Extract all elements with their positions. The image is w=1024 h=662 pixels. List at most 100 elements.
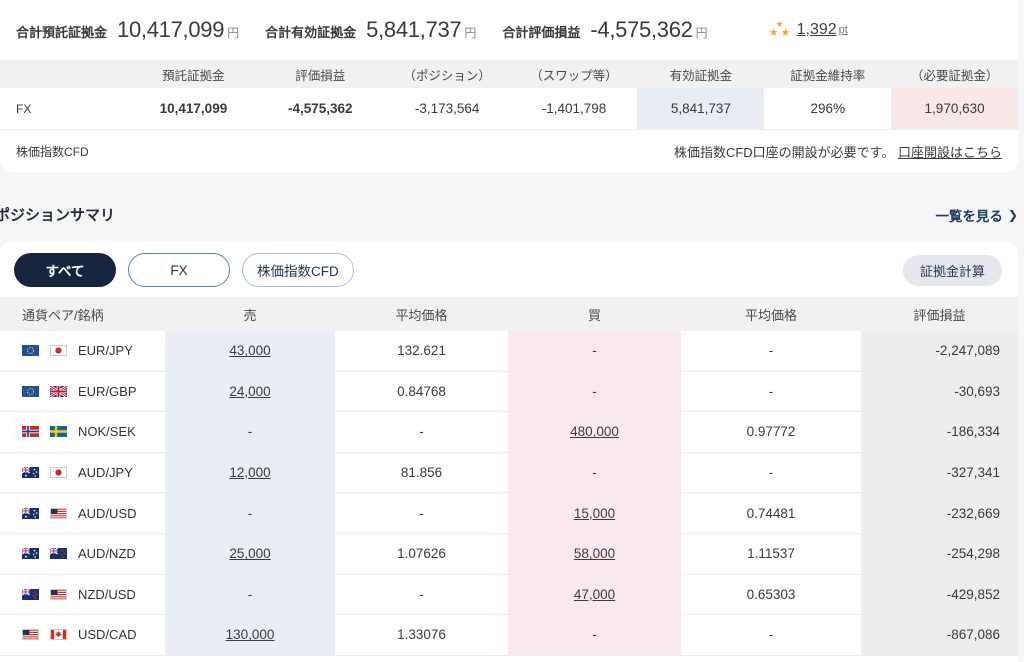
col-swap: （スワップ等） bbox=[530, 68, 618, 83]
sell-quantity-cell[interactable]: 130,000 bbox=[165, 615, 335, 655]
currency-pair-cell: USD/CAD bbox=[0, 615, 165, 655]
buy-quantity[interactable]: 47,000 bbox=[573, 586, 616, 602]
pair-label: EUR/JPY bbox=[78, 343, 133, 359]
usd-flag-icon bbox=[50, 588, 70, 600]
unrealized-pl-cell: -867,086 bbox=[861, 615, 1018, 655]
sell-quantity-cell: - bbox=[165, 493, 335, 533]
margin-calculator-button[interactable]: 証拠金計算 bbox=[902, 254, 1002, 286]
gbp-flag-icon bbox=[50, 385, 70, 397]
unrealized-pl-cell: -254,298 bbox=[861, 533, 1018, 574]
sell-quantity-cell[interactable]: 24,000 bbox=[165, 371, 335, 412]
position-filter-tabs: すべて FX 株価指数CFD 証拠金計算 bbox=[0, 241, 1018, 297]
total-deposit-margin-label: 合計預託証拠金 bbox=[16, 25, 108, 40]
cad-flag-icon bbox=[50, 629, 70, 641]
buy-quantity: - bbox=[592, 343, 597, 359]
usd-flag-icon bbox=[22, 629, 42, 641]
fx-deposit-margin: 10,417,099 bbox=[159, 101, 228, 116]
tab-all[interactable]: すべて bbox=[14, 253, 116, 287]
buy-avg-price-cell: - bbox=[768, 627, 774, 643]
usd-flag-icon bbox=[50, 507, 70, 519]
col-buy-avg-price: 平均価格 bbox=[744, 307, 797, 323]
buy-quantity-cell[interactable]: 15,000 bbox=[508, 493, 681, 533]
col-margin-ratio: 証拠金維持率 bbox=[790, 68, 866, 83]
nzd-flag-icon bbox=[22, 588, 42, 600]
sek-flag-icon bbox=[50, 426, 70, 438]
position-summary-card: すべて FX 株価指数CFD 証拠金計算 通貨ペア/銘柄 売 平均価格 買 平均… bbox=[0, 241, 1018, 662]
view-all-label: 一覧を見る bbox=[935, 208, 1003, 224]
fx-unrealized-pl: -4,575,362 bbox=[288, 101, 353, 116]
cfd-open-message: 株価指数CFD口座の開設が必要です。 bbox=[673, 144, 895, 160]
table-row: AUD/JPY 12,000 81.856 - - -327,341 bbox=[0, 452, 1018, 494]
cfd-open-account-link[interactable]: 口座開設はこちら bbox=[897, 144, 1002, 160]
total-unrealized-pl-value: -4,575,362 bbox=[590, 17, 693, 42]
currency-pair-cell: AUD/NZD bbox=[0, 534, 165, 574]
points-unit: pt bbox=[838, 24, 848, 36]
buy-quantity[interactable]: 58,000 bbox=[573, 546, 616, 562]
sell-avg-price-cell: 81.856 bbox=[400, 465, 443, 481]
sell-quantity-cell[interactable]: 12,000 bbox=[165, 452, 335, 493]
page-title: ポジションサマリ bbox=[0, 207, 116, 224]
aud-flag-icon bbox=[22, 467, 42, 479]
unrealized-pl-cell: -429,852 bbox=[861, 574, 1018, 615]
buy-avg-price-cell: 0.97772 bbox=[746, 424, 796, 440]
buy-quantity-cell: - bbox=[508, 615, 681, 655]
col-effective-margin: 有効証拠金 bbox=[669, 68, 733, 83]
sell-quantity[interactable]: 43,000 bbox=[229, 343, 271, 359]
pair-label: USD/CAD bbox=[78, 627, 137, 643]
total-deposit-margin: 合計預託証拠金 10,417,099 円 bbox=[16, 17, 239, 43]
unrealized-pl-cell: -2,247,089 bbox=[861, 331, 1018, 371]
buy-quantity-cell[interactable]: 47,000 bbox=[508, 574, 681, 615]
aud-flag-icon bbox=[22, 548, 42, 560]
buy-quantity: - bbox=[592, 383, 597, 399]
position-summary-header: ポジションサマリ 一覧を見る ❯ bbox=[0, 204, 1018, 225]
sell-quantity[interactable]: 24,000 bbox=[229, 383, 271, 399]
fx-required-margin: 1,970,630 bbox=[891, 88, 1018, 129]
total-effective-margin-label: 合計有効証拠金 bbox=[265, 25, 357, 40]
buy-quantity-cell[interactable]: 58,000 bbox=[508, 533, 681, 574]
yen-unit: 円 bbox=[464, 26, 477, 40]
jpy-flag-icon bbox=[50, 345, 70, 357]
sell-quantity[interactable]: 130,000 bbox=[225, 627, 275, 643]
points-link[interactable]: ★ ★ ★ 1,392 pt bbox=[768, 19, 848, 41]
col-unrealized-pl: 評価損益 bbox=[913, 307, 966, 323]
tab-stock-index-cfd[interactable]: 株価指数CFD bbox=[242, 253, 354, 287]
account-totals-bar: 合計預託証拠金 10,417,099 円 合計有効証拠金 5,841,737 円… bbox=[0, 0, 1018, 60]
buy-quantity: - bbox=[592, 627, 597, 643]
points-value[interactable]: 1,392 bbox=[796, 21, 837, 38]
table-row: EUR/GBP 24,000 0.84768 - - -30,693 bbox=[0, 371, 1018, 413]
sell-avg-price-cell: 1.07626 bbox=[397, 546, 446, 562]
col-sell: 売 bbox=[243, 307, 257, 323]
table-row: AUD/USD - - 15,000 0.74481 -232,669 bbox=[0, 493, 1018, 534]
buy-quantity-cell: - bbox=[508, 331, 681, 371]
pair-label: AUD/JPY bbox=[78, 465, 133, 481]
tab-fx[interactable]: FX bbox=[128, 253, 230, 287]
buy-quantity-cell[interactable]: 480,000 bbox=[508, 412, 681, 452]
pair-label: AUD/NZD bbox=[78, 546, 136, 562]
sell-quantity-cell[interactable]: 43,000 bbox=[165, 331, 335, 371]
col-unrealized-pl: 評価損益 bbox=[295, 68, 346, 83]
account-summary-card: 合計預託証拠金 10,417,099 円 合計有効証拠金 5,841,737 円… bbox=[0, 0, 1018, 172]
table-row: EUR/JPY 43,000 132.621 - - -2,247,089 bbox=[0, 331, 1018, 372]
total-unrealized-pl: 合計評価損益 -4,575,362 円 bbox=[502, 17, 707, 43]
eur-flag-icon bbox=[22, 385, 42, 397]
view-all-link[interactable]: 一覧を見る ❯ bbox=[935, 205, 1018, 225]
buy-quantity[interactable]: 15,000 bbox=[573, 505, 616, 521]
yen-unit: 円 bbox=[227, 26, 240, 40]
buy-avg-price-cell: 0.65303 bbox=[746, 586, 796, 602]
buy-quantity-cell: - bbox=[508, 371, 681, 412]
chevron-right-icon: ❯ bbox=[1007, 207, 1018, 222]
sell-quantity[interactable]: 12,000 bbox=[229, 465, 271, 481]
unrealized-pl-cell: -30,693 bbox=[861, 371, 1018, 412]
sell-quantity[interactable]: 25,000 bbox=[229, 546, 271, 562]
buy-quantity[interactable]: 480,000 bbox=[570, 424, 619, 440]
currency-pair-cell: NOK/SEK bbox=[0, 412, 165, 452]
col-deposit-margin: 預託証拠金 bbox=[162, 68, 225, 83]
sell-avg-price-cell: - bbox=[419, 505, 424, 521]
sell-quantity-cell[interactable]: 25,000 bbox=[165, 533, 335, 574]
table-row: NZD/USD - - 47,000 0.65303 -429,852 bbox=[0, 574, 1018, 616]
pair-label: EUR/GBP bbox=[78, 383, 137, 399]
buy-avg-price-cell: - bbox=[768, 343, 774, 359]
sell-quantity: - bbox=[247, 424, 253, 440]
sell-quantity: - bbox=[247, 586, 253, 602]
currency-pair-cell: AUD/USD bbox=[0, 493, 165, 533]
